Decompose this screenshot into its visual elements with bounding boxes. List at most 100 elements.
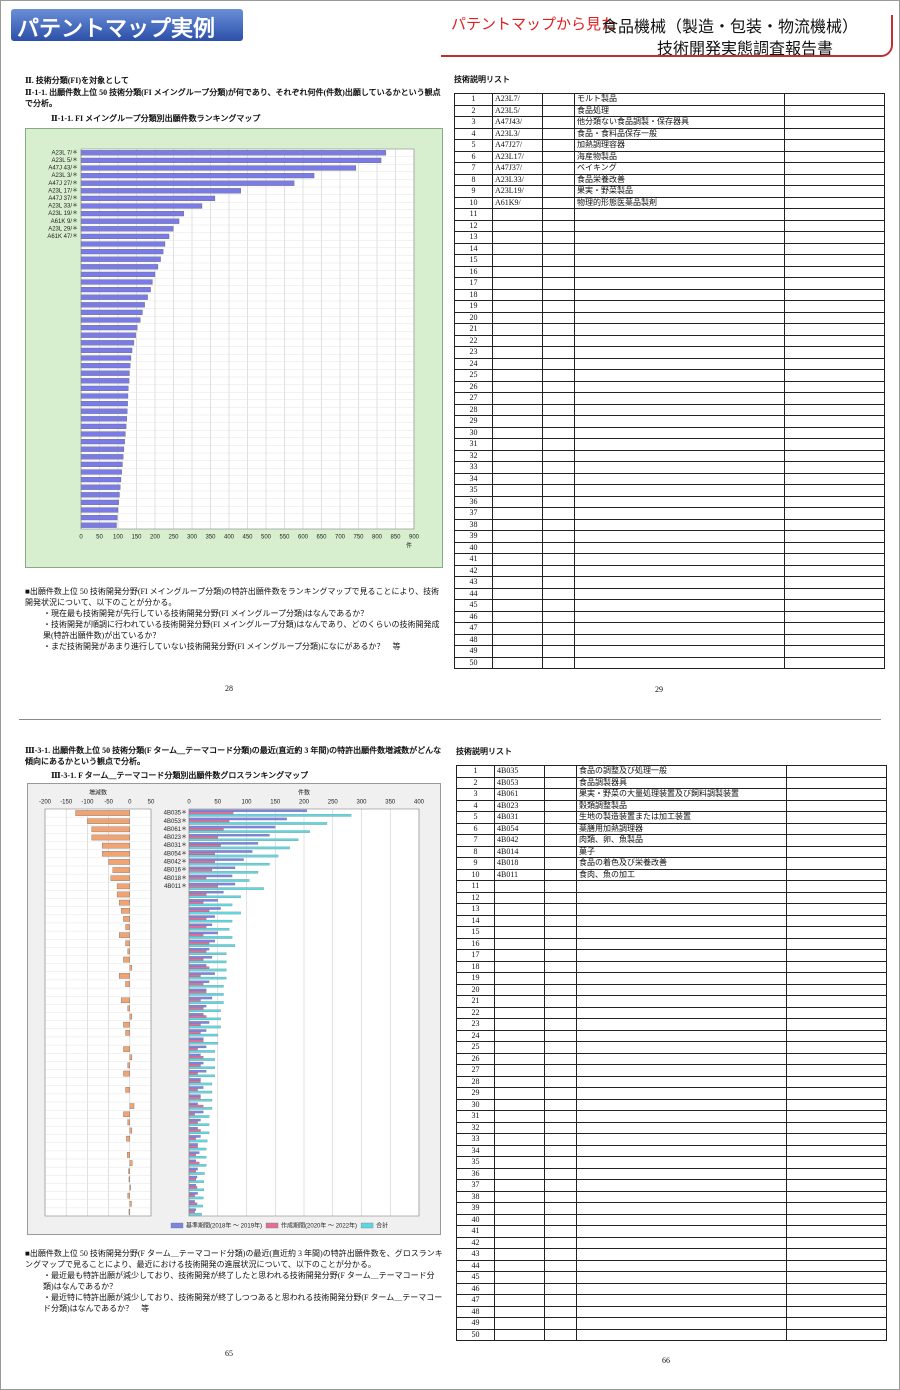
code [494, 1236, 545, 1249]
row-number: 13 [454, 231, 493, 244]
table-row: 46 [456, 1282, 887, 1295]
code [492, 495, 543, 508]
table-row: 4 A23L3/食品・食料品保存一般 [454, 127, 885, 140]
blank [542, 610, 575, 623]
blank [544, 914, 577, 927]
blank [542, 242, 575, 255]
blank [786, 1167, 887, 1180]
code [494, 903, 545, 916]
blank [784, 438, 885, 451]
bar [188, 982, 204, 986]
description [574, 219, 785, 232]
blank [542, 277, 575, 290]
code [492, 288, 543, 301]
bar [127, 1119, 130, 1126]
blank [544, 1156, 577, 1169]
code: A23L7/ [492, 93, 543, 106]
blank [786, 1156, 887, 1169]
bar [123, 916, 130, 922]
description [574, 380, 785, 393]
blank [542, 495, 575, 508]
description [576, 1041, 787, 1054]
row-number: 37 [456, 1179, 495, 1192]
bar [123, 1046, 130, 1052]
bar [123, 956, 130, 963]
x-tick-label: 50 [214, 800, 221, 806]
description [574, 426, 785, 439]
row-number: 16 [454, 265, 493, 278]
bar [102, 842, 130, 849]
code: 4B014 [494, 845, 545, 858]
row-number: 20 [456, 983, 495, 996]
code [492, 576, 543, 589]
code [492, 507, 543, 520]
bar [188, 988, 207, 992]
table-row: 2 A23L5/食品処理 [454, 104, 885, 117]
bar [188, 1131, 210, 1135]
blank [544, 1282, 577, 1295]
bar [188, 866, 236, 870]
bar [188, 1143, 198, 1146]
x-tick-label: 400 [414, 800, 425, 806]
blank [786, 765, 887, 778]
table-row: 25 [456, 1041, 887, 1054]
code [494, 1317, 545, 1330]
table-row: 15 [454, 254, 885, 267]
bar [123, 1070, 130, 1077]
blank [784, 93, 885, 106]
x-tick-label: 350 [205, 535, 216, 541]
blank [786, 1144, 887, 1157]
description [574, 553, 785, 566]
description [574, 633, 785, 646]
table-row: 30 [454, 426, 885, 439]
bar [188, 899, 218, 902]
code [492, 426, 543, 439]
category-label: 4B011＊ [164, 883, 187, 890]
bar [80, 309, 143, 315]
x-tick-label: 300 [356, 800, 367, 806]
table-row: 17 [454, 277, 885, 290]
blank [784, 369, 885, 382]
row-number: 8 [456, 845, 495, 858]
blank [784, 196, 885, 209]
bar [188, 1164, 207, 1167]
row-number: 23 [454, 346, 493, 359]
table-row: 33 [456, 1133, 887, 1146]
blank [542, 461, 575, 474]
table-row: 6 4B054 薬膳用加熱調理器 [456, 822, 887, 835]
bar [80, 439, 125, 445]
table-row: 40 [454, 541, 885, 554]
bar [188, 1088, 198, 1092]
bar [188, 825, 276, 829]
blank [544, 1213, 577, 1226]
row-number: 15 [454, 254, 493, 267]
blank [542, 254, 575, 267]
x-tick-label: 350 [385, 800, 396, 806]
code: A23L17/ [492, 150, 543, 163]
code [494, 880, 545, 893]
blank [784, 599, 885, 612]
code [494, 1133, 545, 1146]
category-label: 4B018＊ [164, 875, 187, 882]
bar [125, 1087, 130, 1093]
description [574, 300, 785, 313]
bar [119, 899, 130, 906]
row-number: 1 [454, 93, 493, 106]
code: A47J27/ [492, 139, 543, 152]
row-number: 31 [456, 1110, 495, 1123]
bar [188, 1056, 204, 1059]
bar [80, 484, 121, 490]
code [494, 949, 545, 962]
table-row: 27 [456, 1064, 887, 1077]
table-row: 32 [454, 449, 885, 462]
row-number: 11 [456, 880, 495, 893]
table-row: 7 A47J37/ベイキング [454, 162, 885, 175]
bar [188, 1102, 198, 1106]
table-row: 44 [454, 587, 885, 600]
bar [80, 226, 174, 232]
blank [544, 960, 577, 973]
axis-title: 件数 [298, 789, 310, 797]
row-number: 8 [454, 173, 493, 186]
row-number: 45 [456, 1271, 495, 1284]
